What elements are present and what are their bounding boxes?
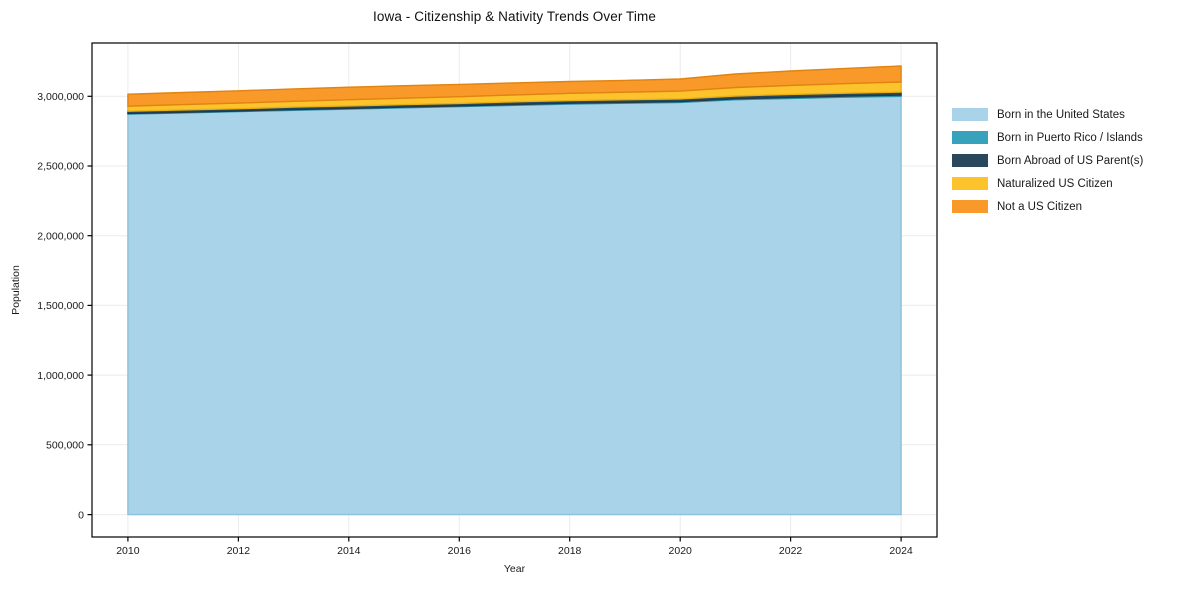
legend-label: Born Abroad of US Parent(s) <box>997 154 1144 167</box>
chart-legend: Born in the United States Born in Puerto … <box>952 103 1143 218</box>
y-tick-label: 2,000,000 <box>37 230 84 242</box>
plot-frame <box>91 42 938 538</box>
x-tick-label: 2022 <box>779 545 803 557</box>
x-axis-label: Year <box>503 563 526 575</box>
legend-item-naturalized-us-citizen: Naturalized US Citizen <box>952 172 1143 195</box>
y-tick-label: 1,000,000 <box>37 370 84 382</box>
legend-item-born-abroad-of-us-parent-s: Born Abroad of US Parent(s) <box>952 149 1143 172</box>
x-tick-label: 2014 <box>337 545 361 557</box>
legend-item-not-a-us-citizen: Not a US Citizen <box>952 195 1143 218</box>
y-tick-label: 1,500,000 <box>37 300 84 312</box>
x-tick-label: 2012 <box>227 545 251 557</box>
y-axis-label: Population <box>10 265 22 315</box>
legend-swatch-born-abroad-of-us-parent-s <box>952 154 988 167</box>
legend-swatch-not-a-us-citizen <box>952 200 988 213</box>
y-tick-label: 3,000,000 <box>37 91 84 103</box>
y-tick-label: 500,000 <box>46 440 84 452</box>
legend-label: Naturalized US Citizen <box>997 177 1113 190</box>
legend-swatch-born-in-puerto-rico-islands <box>952 131 988 144</box>
area-born-in-the-united-states <box>127 95 902 516</box>
legend-item-born-in-the-united-states: Born in the United States <box>952 103 1143 126</box>
legend-item-born-in-puerto-rico-islands: Born in Puerto Rico / Islands <box>952 126 1143 149</box>
y-tick-label: 0 <box>78 509 84 521</box>
area-not-a-us-citizen <box>127 65 902 107</box>
chart-title: Iowa - Citizenship & Nativity Trends Ove… <box>373 9 656 24</box>
x-tick-label: 2018 <box>558 545 582 557</box>
x-tick-label: 2024 <box>889 545 913 557</box>
legend-label: Born in Puerto Rico / Islands <box>997 131 1143 144</box>
y-tick-label: 2,500,000 <box>37 161 84 173</box>
legend-swatch-naturalized-us-citizen <box>952 177 988 190</box>
x-tick-label: 2020 <box>669 545 693 557</box>
x-tick-label: 2010 <box>116 545 140 557</box>
legend-swatch-born-in-the-united-states <box>952 108 988 121</box>
legend-label: Not a US Citizen <box>997 200 1083 213</box>
legend-label: Born in the United States <box>997 108 1125 121</box>
x-tick-label: 2016 <box>448 545 472 557</box>
